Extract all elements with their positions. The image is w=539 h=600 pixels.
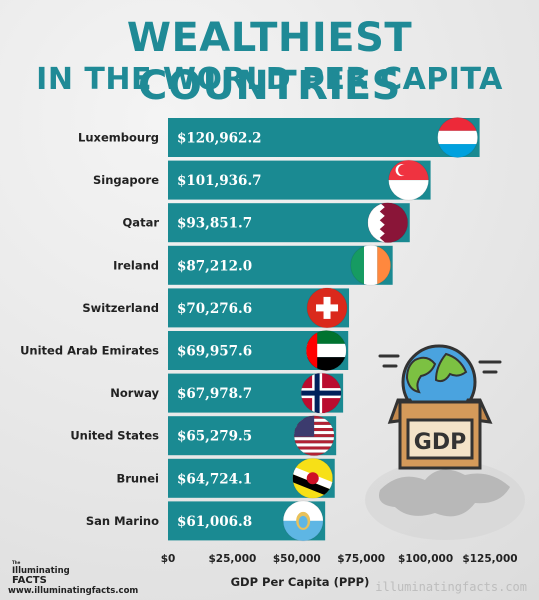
x-tick-label: $100,000 xyxy=(398,553,453,565)
ireland-flag-icon xyxy=(350,244,392,286)
category-label: Ireland xyxy=(113,258,159,272)
switzerland-flag-icon xyxy=(306,287,348,329)
x-tick-label: $125,000 xyxy=(462,553,517,565)
watermark: illuminatingfacts.com xyxy=(375,580,527,594)
category-label: San Marino xyxy=(86,514,159,528)
value-label: $67,978.7 xyxy=(177,386,252,402)
category-label: Brunei xyxy=(116,471,159,485)
qatar-flag-icon xyxy=(367,202,409,244)
san-marino-flag-icon xyxy=(282,500,324,542)
category-label: Qatar xyxy=(123,216,160,230)
bar xyxy=(168,160,431,200)
x-axis-title: GDP Per Capita (PPP) xyxy=(231,575,370,589)
uae-flag-icon xyxy=(305,330,347,371)
value-label: $64,724.1 xyxy=(177,471,252,487)
value-label: $61,006.8 xyxy=(177,514,252,530)
bar xyxy=(168,118,480,157)
category-label: United States xyxy=(70,429,159,443)
value-label: $120,962.2 xyxy=(177,131,262,147)
category-label: Singapore xyxy=(93,173,159,187)
category-label: Switzerland xyxy=(82,301,159,315)
luxembourg-flag-icon xyxy=(437,117,479,158)
value-label: $101,936.7 xyxy=(177,173,262,189)
category-label: United Arab Emirates xyxy=(20,344,159,358)
brunei-flag-icon xyxy=(292,457,334,499)
page-subtitle: IN THE WORLD PER CAPITA xyxy=(36,62,503,97)
globe-box-icon: GDP xyxy=(378,344,502,470)
world-map-icon xyxy=(365,460,525,540)
x-tick-label: $25,000 xyxy=(208,553,256,565)
norway-flag-icon xyxy=(300,372,342,414)
value-label: $93,851.7 xyxy=(177,216,252,232)
category-label: Norway xyxy=(110,386,159,400)
x-tick-label: $75,000 xyxy=(337,553,385,565)
x-tick-label: $50,000 xyxy=(273,553,321,565)
page-title: WEALTHIEST COUNTRIES xyxy=(126,15,413,109)
gdp-box-label: GDP xyxy=(414,430,466,455)
singapore-flag-icon xyxy=(388,159,430,201)
brand-logo: The Illuminating FACTS xyxy=(12,560,70,586)
value-label: $70,276.6 xyxy=(177,301,252,317)
usa-flag-icon xyxy=(293,415,335,457)
website-url: www.illuminatingfacts.com xyxy=(8,586,139,596)
value-label: $69,957.6 xyxy=(177,344,252,360)
value-label: $65,279.5 xyxy=(177,429,252,445)
category-label: Luxembourg xyxy=(78,131,159,145)
value-label: $87,212.0 xyxy=(177,258,252,274)
x-tick-label: $0 xyxy=(161,553,176,565)
